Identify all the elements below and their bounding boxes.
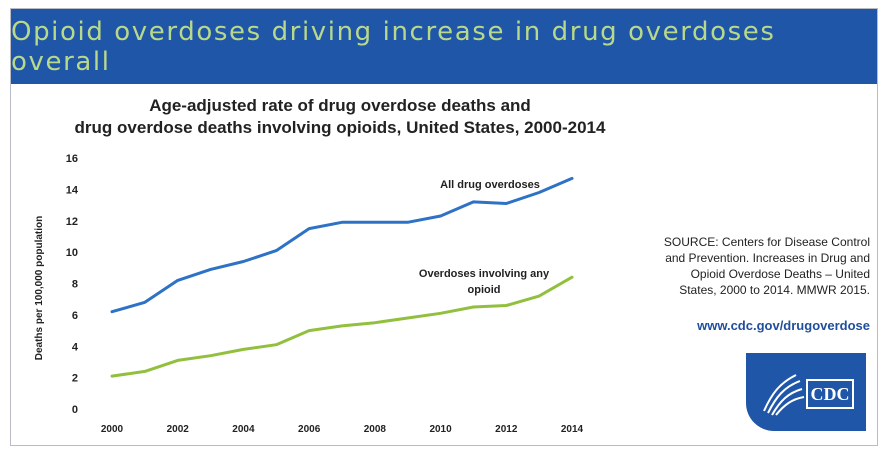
slide: Opioid overdoses driving increase in dru…	[10, 8, 878, 446]
source-line: SOURCE: Centers for Disease Control	[663, 235, 870, 249]
series-line-all-overdoses	[110, 176, 574, 314]
source-line: Opioid Overdose Deaths – United	[690, 267, 870, 281]
y-tick-label: 8	[72, 279, 78, 291]
y-tick-label: 12	[66, 216, 78, 228]
chart-title-line-2: drug overdose deaths involving opioids, …	[74, 118, 606, 137]
series-label-opioid-overdoses: Overdoses involving any	[419, 268, 550, 280]
y-tick-label: 2	[72, 373, 78, 385]
x-tick-label: 2008	[364, 424, 387, 435]
slide-title: Opioid overdoses driving increase in dru…	[11, 16, 776, 77]
x-tick-label: 2006	[298, 424, 321, 435]
source-line: and Prevention. Increases in Drug and	[665, 251, 870, 265]
y-tick-label: 6	[72, 310, 78, 322]
title-banner: Opioid overdoses driving increase in dru…	[11, 9, 877, 84]
series-label-opioid-overdoses: opioid	[468, 284, 501, 296]
series-label-all-overdoses: All drug overdoses	[440, 179, 540, 191]
source-line: States, 2000 to 2014. MMWR 2015.	[679, 283, 870, 297]
y-axis-label: Deaths per 100,000 population	[34, 216, 45, 361]
cdc-logo: CDC	[746, 353, 866, 431]
hhs-eagle-icon	[763, 374, 805, 416]
x-tick-label: 2004	[232, 424, 255, 435]
chart-title: Age-adjusted rate of drug overdose death…	[60, 95, 620, 139]
x-tick-label: 2000	[101, 424, 124, 435]
y-tick-label: 4	[72, 341, 79, 353]
chart-title-line-1: Age-adjusted rate of drug overdose death…	[149, 96, 531, 115]
y-tick-label: 0	[72, 404, 78, 416]
series-line-opioid-overdoses	[110, 275, 574, 378]
y-tick-label: 16	[66, 153, 78, 165]
y-tick-label: 10	[66, 247, 78, 259]
source-citation: SOURCE: Centers for Disease Control and …	[632, 234, 870, 298]
source-url-link[interactable]: www.cdc.gov/drugoverdose	[697, 318, 870, 333]
x-tick-label: 2012	[495, 424, 518, 435]
x-tick-label: 2002	[167, 424, 190, 435]
x-tick-label: 2014	[561, 424, 584, 435]
x-tick-label: 2010	[429, 424, 452, 435]
y-tick-label: 14	[66, 184, 79, 196]
cdc-logo-text: CDC	[806, 379, 854, 409]
